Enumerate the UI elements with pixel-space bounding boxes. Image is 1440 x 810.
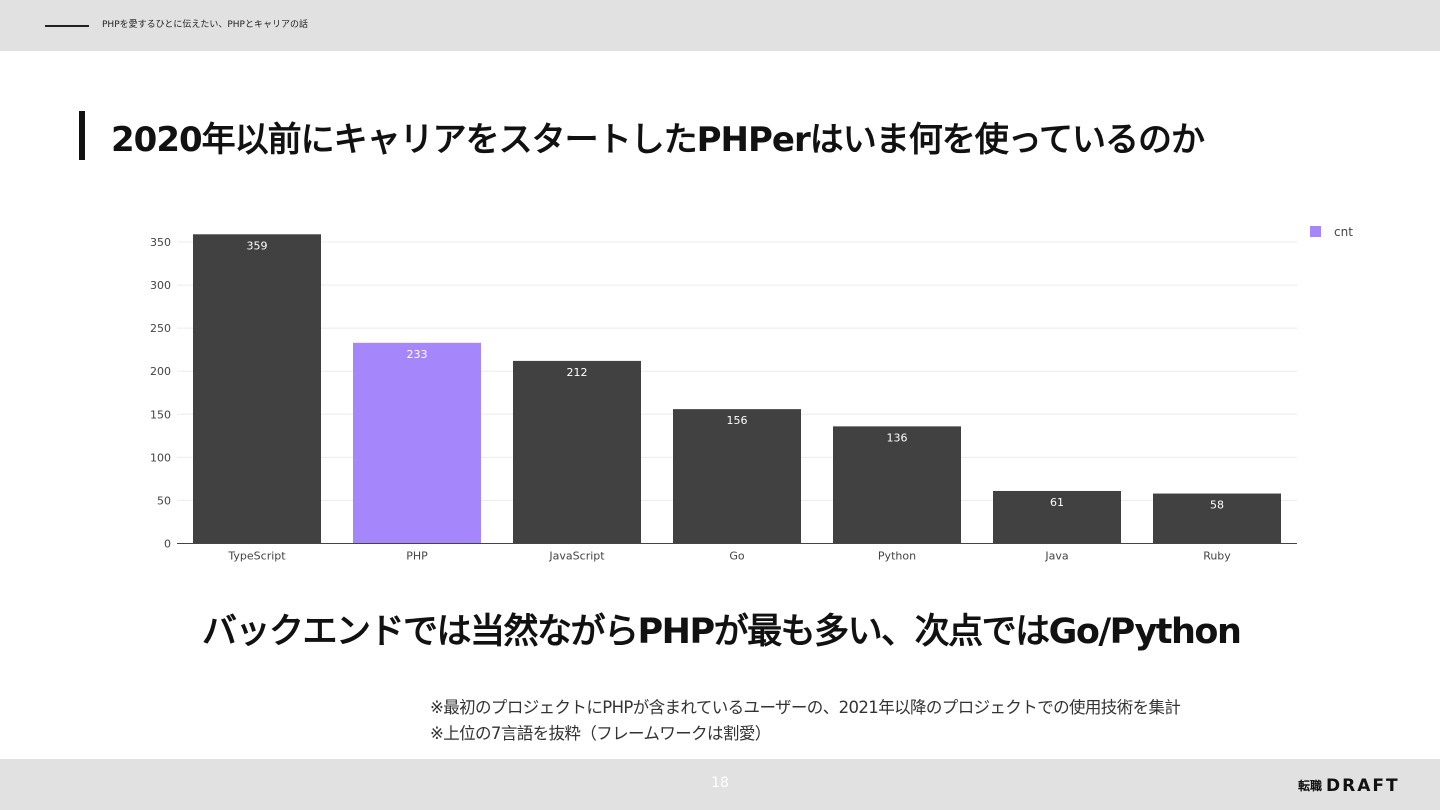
x-tick-label: Java <box>1044 550 1068 563</box>
legend-label: cnt <box>1334 225 1353 239</box>
x-tick-label: PHP <box>406 550 428 563</box>
bar-chart: 0 50 100 150 200 250 300 350 359 TypeScript 233 PHP… <box>150 225 1353 563</box>
bar <box>993 490 1121 544</box>
header-text: PHPを愛するひとに伝えたい、PHPとキャリアの話 <box>102 20 308 30</box>
y-tick-label: 250 <box>150 322 171 335</box>
y-tick-label: 150 <box>150 408 171 421</box>
x-tick-label: JavaScript <box>548 550 605 563</box>
bar-value-label: 359 <box>247 239 268 252</box>
y-tick-label: 0 <box>164 538 171 551</box>
x-tick-label: Python <box>878 550 916 563</box>
footer-bar <box>0 759 1440 810</box>
bar <box>193 234 321 544</box>
x-tick-label: Ruby <box>1203 550 1231 563</box>
y-tick-label: 100 <box>150 451 171 464</box>
footnote-2: ※上位の7言語を抜粋（フレームワークは割愛） <box>430 724 771 743</box>
bar <box>833 426 961 544</box>
bar <box>673 409 801 544</box>
header-decoration-line <box>45 25 89 27</box>
bar-value-label: 212 <box>567 366 588 379</box>
bar <box>353 342 481 544</box>
x-tick-label: TypeScript <box>227 550 286 563</box>
bar-value-label: 233 <box>407 348 428 361</box>
logo-kanji: 転職 <box>1298 779 1323 793</box>
bar-value-label: 156 <box>727 414 748 427</box>
bar-value-label: 136 <box>887 431 908 444</box>
legend-swatch <box>1310 226 1321 237</box>
slide-title: 2020年以前にキャリアをスタートしたPHPerはいま何を使っているのか <box>111 120 1205 160</box>
slide-headline: バックエンドでは当然ながらPHPが最も多い、次点ではGo/Python <box>202 612 1242 652</box>
draft-logo: 転職 DRAFT <box>1298 775 1400 796</box>
footnote-1: ※最初のプロジェクトにPHPが含まれているユーザーの、2021年以降のプロジェク… <box>430 698 1181 717</box>
y-tick-label: 50 <box>157 494 171 507</box>
logo-wordmark: DRAFT <box>1326 775 1400 796</box>
y-tick-label: 350 <box>150 236 171 249</box>
title-accent-bar <box>79 111 85 160</box>
bar <box>513 360 641 544</box>
bar-value-label: 61 <box>1050 496 1064 509</box>
bar-value-label: 58 <box>1210 499 1224 512</box>
header-bar <box>0 0 1440 51</box>
y-tick-label: 200 <box>150 365 171 378</box>
bar <box>1153 493 1281 544</box>
x-tick-label: Go <box>729 550 745 563</box>
y-tick-label: 300 <box>150 279 171 292</box>
page-number: 18 <box>711 775 729 791</box>
